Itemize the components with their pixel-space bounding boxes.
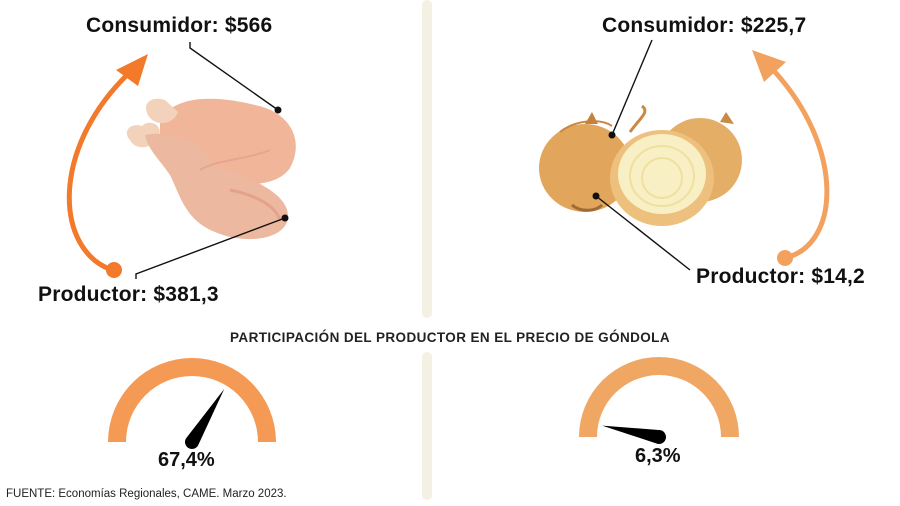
right-gauge-arc <box>579 357 739 437</box>
right-gauge-needle <box>602 425 666 444</box>
center-divider-bottom <box>422 352 432 500</box>
right-gauge-value: 6,3% <box>635 445 681 467</box>
left-gauge-value: 67,4% <box>158 449 215 471</box>
left-producer-price: Productor: $381,3 <box>38 283 219 306</box>
center-divider-top <box>422 0 432 318</box>
right-producer-price: Productor: $14,2 <box>696 265 865 288</box>
left-consumer-price: Consumidor: $566 <box>86 14 273 37</box>
left-gauge-arc <box>108 358 276 442</box>
source-note: FUENTE: Economías Regionales, CAME. Marz… <box>6 488 287 500</box>
right-consumer-price: Consumidor: $225,7 <box>602 14 807 37</box>
section-subtitle: PARTICIPACIÓN DEL PRODUCTOR EN EL PRECIO… <box>230 330 670 345</box>
left-gauge-needle <box>185 389 225 449</box>
